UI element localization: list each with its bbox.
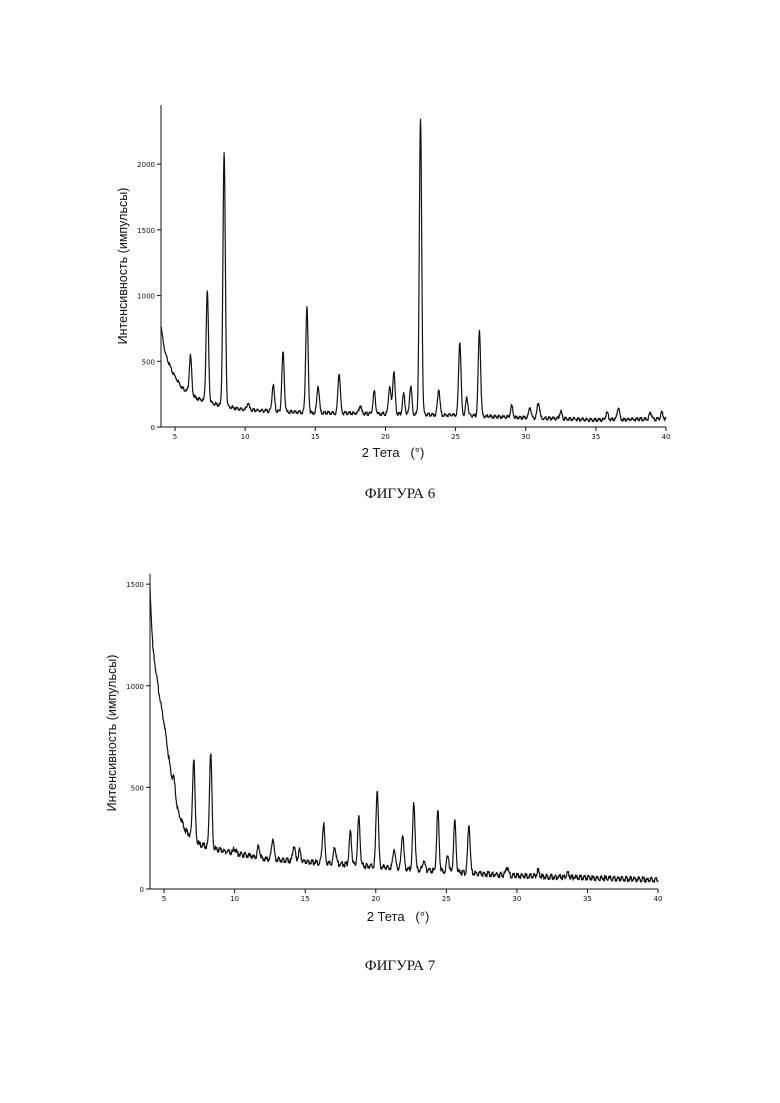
- y-axis-ticks: 0 500 1000 1500: [126, 581, 150, 894]
- x-axis-label: 2 Тета (°): [362, 445, 425, 460]
- x-tick-label: 15: [311, 433, 320, 441]
- x-tick-label: 5: [162, 895, 166, 903]
- x-tick-label: 15: [301, 895, 310, 903]
- diffraction-pattern-line: [150, 587, 658, 883]
- y-tick-label: 0: [151, 424, 155, 432]
- y-axis-label: Интенсивность (импульсы): [105, 655, 119, 812]
- y-tick-label: 500: [131, 784, 144, 792]
- x-axis-ticks: 5 10 15 20 25 30 35 40: [162, 889, 663, 903]
- y-tick-label: 1500: [137, 227, 155, 235]
- y-axis-ticks: 0 500 1000 1500 2000: [137, 161, 161, 432]
- x-tick-label: 20: [371, 895, 380, 903]
- xrd-chart-figure-7: 0 500 1000 1500 5 10 15 20 25 30 35 40 Интенсивнос…: [105, 574, 662, 924]
- x-tick-label: 25: [442, 895, 451, 903]
- x-tick-label: 10: [230, 895, 239, 903]
- figure-caption: ФИГУРА 6: [10, 486, 780, 503]
- x-axis-label: 2 Тета (°): [367, 909, 430, 924]
- y-tick-label: 500: [142, 358, 155, 366]
- diffraction-pattern-line: [161, 119, 666, 421]
- x-tick-label: 30: [521, 433, 530, 441]
- y-tick-label: 1000: [126, 683, 144, 691]
- y-tick-label: 1000: [137, 293, 155, 301]
- xrd-chart-figure-6: 0 500 1000 1500 2000 5 10 15 20 25 30 35 40 Интенси…: [116, 105, 670, 460]
- x-tick-label: 40: [662, 433, 671, 441]
- figure-caption: ФИГУРА 7: [10, 958, 780, 975]
- x-tick-label: 35: [591, 433, 600, 441]
- x-tick-label: 40: [654, 895, 663, 903]
- x-tick-label: 25: [451, 433, 460, 441]
- x-tick-label: 20: [381, 433, 390, 441]
- x-axis-ticks: 5 10 15 20 25 30 35 40: [173, 427, 671, 441]
- y-tick-label: 0: [140, 886, 144, 894]
- x-tick-label: 10: [241, 433, 250, 441]
- y-tick-label: 1500: [126, 581, 144, 589]
- x-tick-label: 30: [512, 895, 521, 903]
- y-tick-label: 2000: [137, 161, 155, 169]
- x-tick-label: 5: [173, 433, 177, 441]
- x-tick-label: 35: [583, 895, 592, 903]
- y-axis-label: Интенсивность (импульсы): [116, 188, 130, 345]
